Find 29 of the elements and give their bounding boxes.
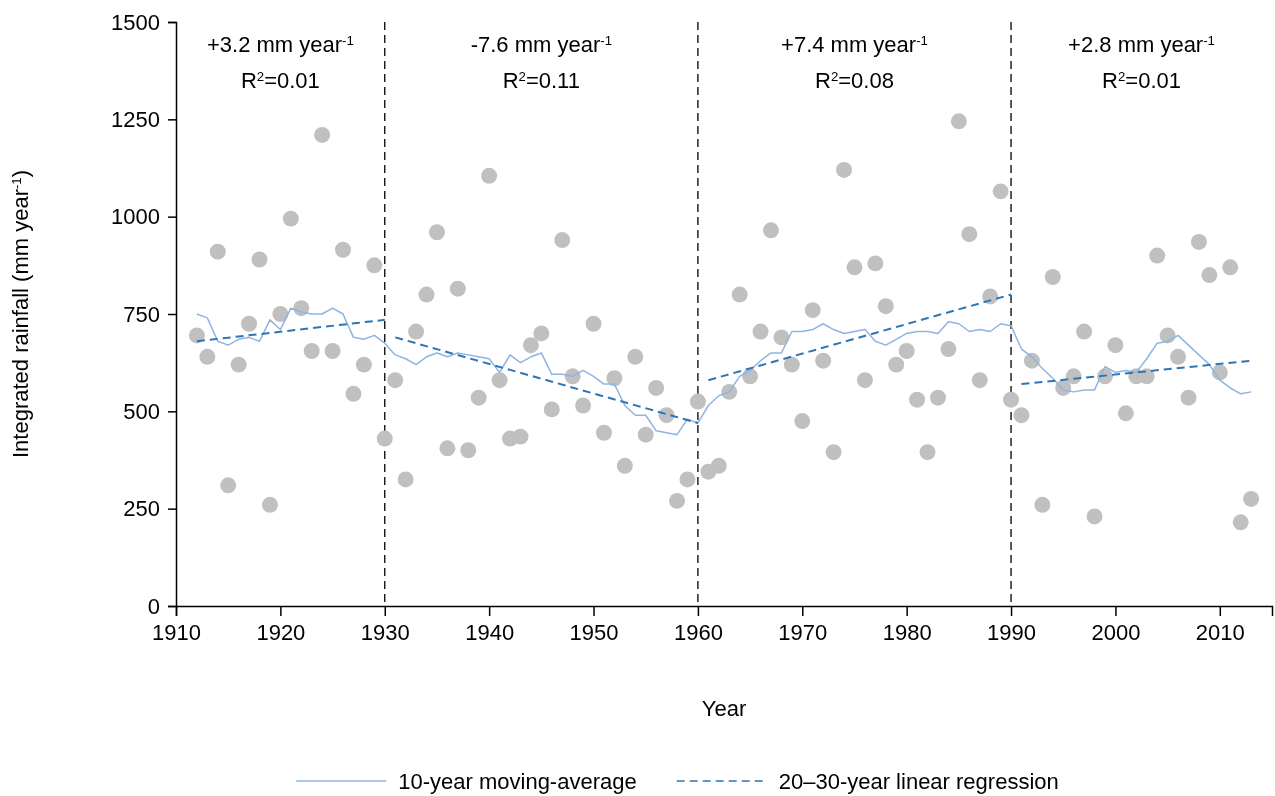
y-tick-label: 750 bbox=[123, 301, 160, 327]
annotation: R$^{2}$=0.11 bbox=[502, 68, 580, 93]
x-axis-title: Year bbox=[701, 696, 747, 721]
x-tick-label: 1940 bbox=[465, 619, 515, 645]
annotation: R$^{2}$=0.01 bbox=[1102, 68, 1181, 93]
x-tick-label: 1910 bbox=[152, 619, 201, 645]
annotation: R$^{2}$=0.01 bbox=[240, 68, 320, 93]
y-tick-label: 0 bbox=[147, 593, 160, 619]
annotation: -7.6 mm year$^{-1}$ bbox=[470, 32, 612, 57]
x-tick-label: 1980 bbox=[882, 619, 932, 645]
y-tick-label: 1250 bbox=[111, 106, 160, 132]
x-tick-label: 1960 bbox=[673, 619, 723, 645]
x-tick-label: 2000 bbox=[1091, 619, 1141, 645]
x-tick-label: 2010 bbox=[1195, 619, 1245, 645]
x-tick-label: 1970 bbox=[778, 619, 828, 645]
x-tick-label: 1990 bbox=[987, 619, 1037, 645]
annotation: +2.8 mm year$^{-1}$ bbox=[1068, 32, 1215, 57]
legend-label: 20–30-year linear regression bbox=[778, 769, 1059, 794]
x-tick-label: 1920 bbox=[256, 619, 306, 645]
legend-label: 10-year moving-average bbox=[398, 769, 637, 794]
y-tick-label: 1500 bbox=[111, 9, 160, 35]
annotation: +3.2 mm year$^{-1}$ bbox=[206, 32, 354, 57]
y-tick-label: 500 bbox=[123, 398, 160, 424]
y-tick-label: 1000 bbox=[111, 204, 160, 230]
annotation: +7.4 mm year$^{-1}$ bbox=[781, 32, 928, 57]
x-tick-label: 1950 bbox=[569, 619, 619, 645]
annotation: R$^{2}$=0.08 bbox=[815, 68, 894, 93]
x-tick-label: 1930 bbox=[360, 619, 410, 645]
y-tick-label: 250 bbox=[123, 496, 160, 522]
